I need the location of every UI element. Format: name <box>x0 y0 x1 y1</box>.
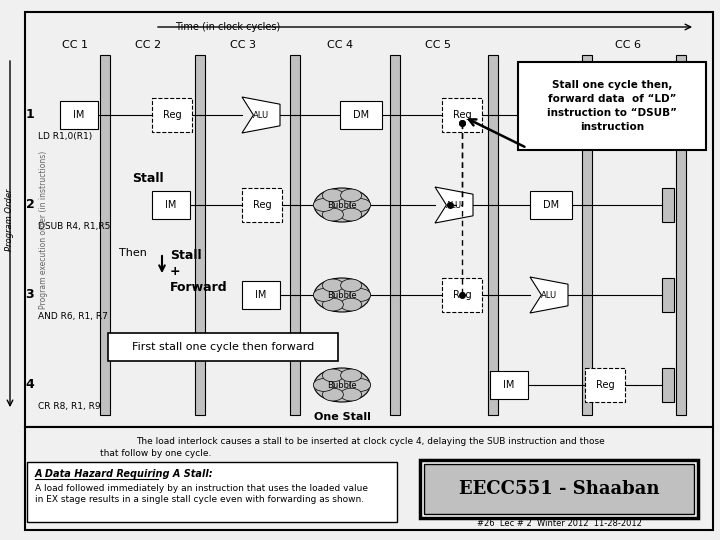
Ellipse shape <box>341 298 361 311</box>
Text: A Data Hazard Requiring A Stall:: A Data Hazard Requiring A Stall: <box>35 469 214 479</box>
Text: Bubble: Bubble <box>327 381 357 389</box>
Ellipse shape <box>313 288 334 301</box>
Text: The load interlock causes a stall to be inserted at clock cycle 4, delaying the : The load interlock causes a stall to be … <box>135 436 604 446</box>
FancyBboxPatch shape <box>242 188 282 222</box>
Text: CC 3: CC 3 <box>230 40 256 50</box>
Text: CC 6: CC 6 <box>615 40 641 50</box>
Text: that follow by one cycle.: that follow by one cycle. <box>100 449 212 457</box>
Ellipse shape <box>350 379 371 392</box>
Text: Bubble: Bubble <box>327 291 357 300</box>
FancyBboxPatch shape <box>25 12 713 427</box>
Polygon shape <box>530 277 568 313</box>
FancyBboxPatch shape <box>518 62 706 150</box>
Text: IM: IM <box>166 200 176 210</box>
FancyBboxPatch shape <box>108 333 338 361</box>
Text: Time (in clock cycles): Time (in clock cycles) <box>175 22 280 32</box>
Text: LD R1,0(R1): LD R1,0(R1) <box>38 132 92 141</box>
Text: CR R8, R1, R9: CR R8, R1, R9 <box>38 402 101 411</box>
Text: CC 2: CC 2 <box>135 40 161 50</box>
FancyBboxPatch shape <box>152 191 190 219</box>
Text: 3: 3 <box>26 288 35 301</box>
FancyBboxPatch shape <box>340 101 382 129</box>
Text: Then: Then <box>119 248 147 258</box>
Text: Stall
+
Forward: Stall + Forward <box>170 249 228 294</box>
Text: Reg: Reg <box>453 110 472 120</box>
Polygon shape <box>242 97 280 133</box>
Ellipse shape <box>341 189 361 202</box>
FancyBboxPatch shape <box>420 460 698 518</box>
Text: AND R6, R1, R7: AND R6, R1, R7 <box>38 313 108 321</box>
FancyBboxPatch shape <box>490 371 528 399</box>
Text: Program Order: Program Order <box>6 189 14 251</box>
Text: IM: IM <box>503 380 515 390</box>
Text: One Stall: One Stall <box>314 412 370 422</box>
Ellipse shape <box>313 379 334 392</box>
FancyBboxPatch shape <box>25 427 713 530</box>
Ellipse shape <box>314 278 370 312</box>
FancyBboxPatch shape <box>530 191 572 219</box>
Text: 1: 1 <box>26 109 35 122</box>
Ellipse shape <box>323 208 343 221</box>
Text: DM: DM <box>543 200 559 210</box>
FancyBboxPatch shape <box>662 278 674 312</box>
FancyBboxPatch shape <box>662 188 674 222</box>
Text: Stall one cycle then,
forward data  of “LD”
instruction to “DSUB”
instruction: Stall one cycle then, forward data of “L… <box>547 80 677 132</box>
Ellipse shape <box>341 369 361 382</box>
Text: Bubble: Bubble <box>327 200 357 210</box>
Ellipse shape <box>314 368 370 402</box>
Ellipse shape <box>341 208 361 221</box>
Text: CC 5: CC 5 <box>425 40 451 50</box>
Text: ALU: ALU <box>541 291 557 300</box>
FancyBboxPatch shape <box>662 368 674 402</box>
Text: Stall: Stall <box>132 172 164 186</box>
Text: 2: 2 <box>26 199 35 212</box>
Text: CC 1: CC 1 <box>62 40 88 50</box>
FancyBboxPatch shape <box>662 98 674 132</box>
Text: ALU: ALU <box>253 111 269 119</box>
FancyBboxPatch shape <box>242 281 280 309</box>
Text: IM: IM <box>73 110 85 120</box>
FancyBboxPatch shape <box>676 55 686 415</box>
FancyBboxPatch shape <box>582 55 592 415</box>
FancyBboxPatch shape <box>585 368 625 402</box>
Ellipse shape <box>350 199 371 211</box>
Ellipse shape <box>323 369 343 382</box>
Text: #26  Lec # 2  Winter 2012  11-28-2012: #26 Lec # 2 Winter 2012 11-28-2012 <box>477 518 642 528</box>
Ellipse shape <box>341 279 361 292</box>
Text: DSUB R4, R1,R5: DSUB R4, R1,R5 <box>38 222 110 232</box>
FancyBboxPatch shape <box>442 278 482 312</box>
Text: ALU: ALU <box>446 200 462 210</box>
FancyBboxPatch shape <box>290 55 300 415</box>
FancyBboxPatch shape <box>390 55 400 415</box>
Ellipse shape <box>323 298 343 311</box>
Text: EECC551 - Shaaban: EECC551 - Shaaban <box>459 480 660 498</box>
Text: Reg: Reg <box>595 380 614 390</box>
Text: Reg: Reg <box>453 290 472 300</box>
FancyBboxPatch shape <box>27 462 397 522</box>
Ellipse shape <box>323 189 343 202</box>
Text: 4: 4 <box>26 379 35 392</box>
Text: Program execution order (in instructions): Program execution order (in instructions… <box>40 151 48 309</box>
FancyBboxPatch shape <box>100 55 110 415</box>
Ellipse shape <box>350 288 371 301</box>
FancyBboxPatch shape <box>60 101 98 129</box>
Ellipse shape <box>323 279 343 292</box>
Text: IM: IM <box>256 290 266 300</box>
Text: Reg: Reg <box>163 110 181 120</box>
Polygon shape <box>435 187 473 223</box>
Text: Reg: Reg <box>253 200 271 210</box>
FancyBboxPatch shape <box>152 98 192 132</box>
FancyBboxPatch shape <box>488 55 498 415</box>
FancyBboxPatch shape <box>195 55 205 415</box>
Ellipse shape <box>323 388 343 401</box>
Text: DM: DM <box>353 110 369 120</box>
Text: A load followed immediately by an instruction that uses the loaded value
in EX s: A load followed immediately by an instru… <box>35 484 368 504</box>
FancyBboxPatch shape <box>442 98 482 132</box>
Ellipse shape <box>341 388 361 401</box>
Ellipse shape <box>313 199 334 211</box>
Text: First stall one cycle then forward: First stall one cycle then forward <box>132 342 314 352</box>
Ellipse shape <box>314 188 370 222</box>
Text: CC 4: CC 4 <box>327 40 353 50</box>
FancyBboxPatch shape <box>424 464 694 514</box>
